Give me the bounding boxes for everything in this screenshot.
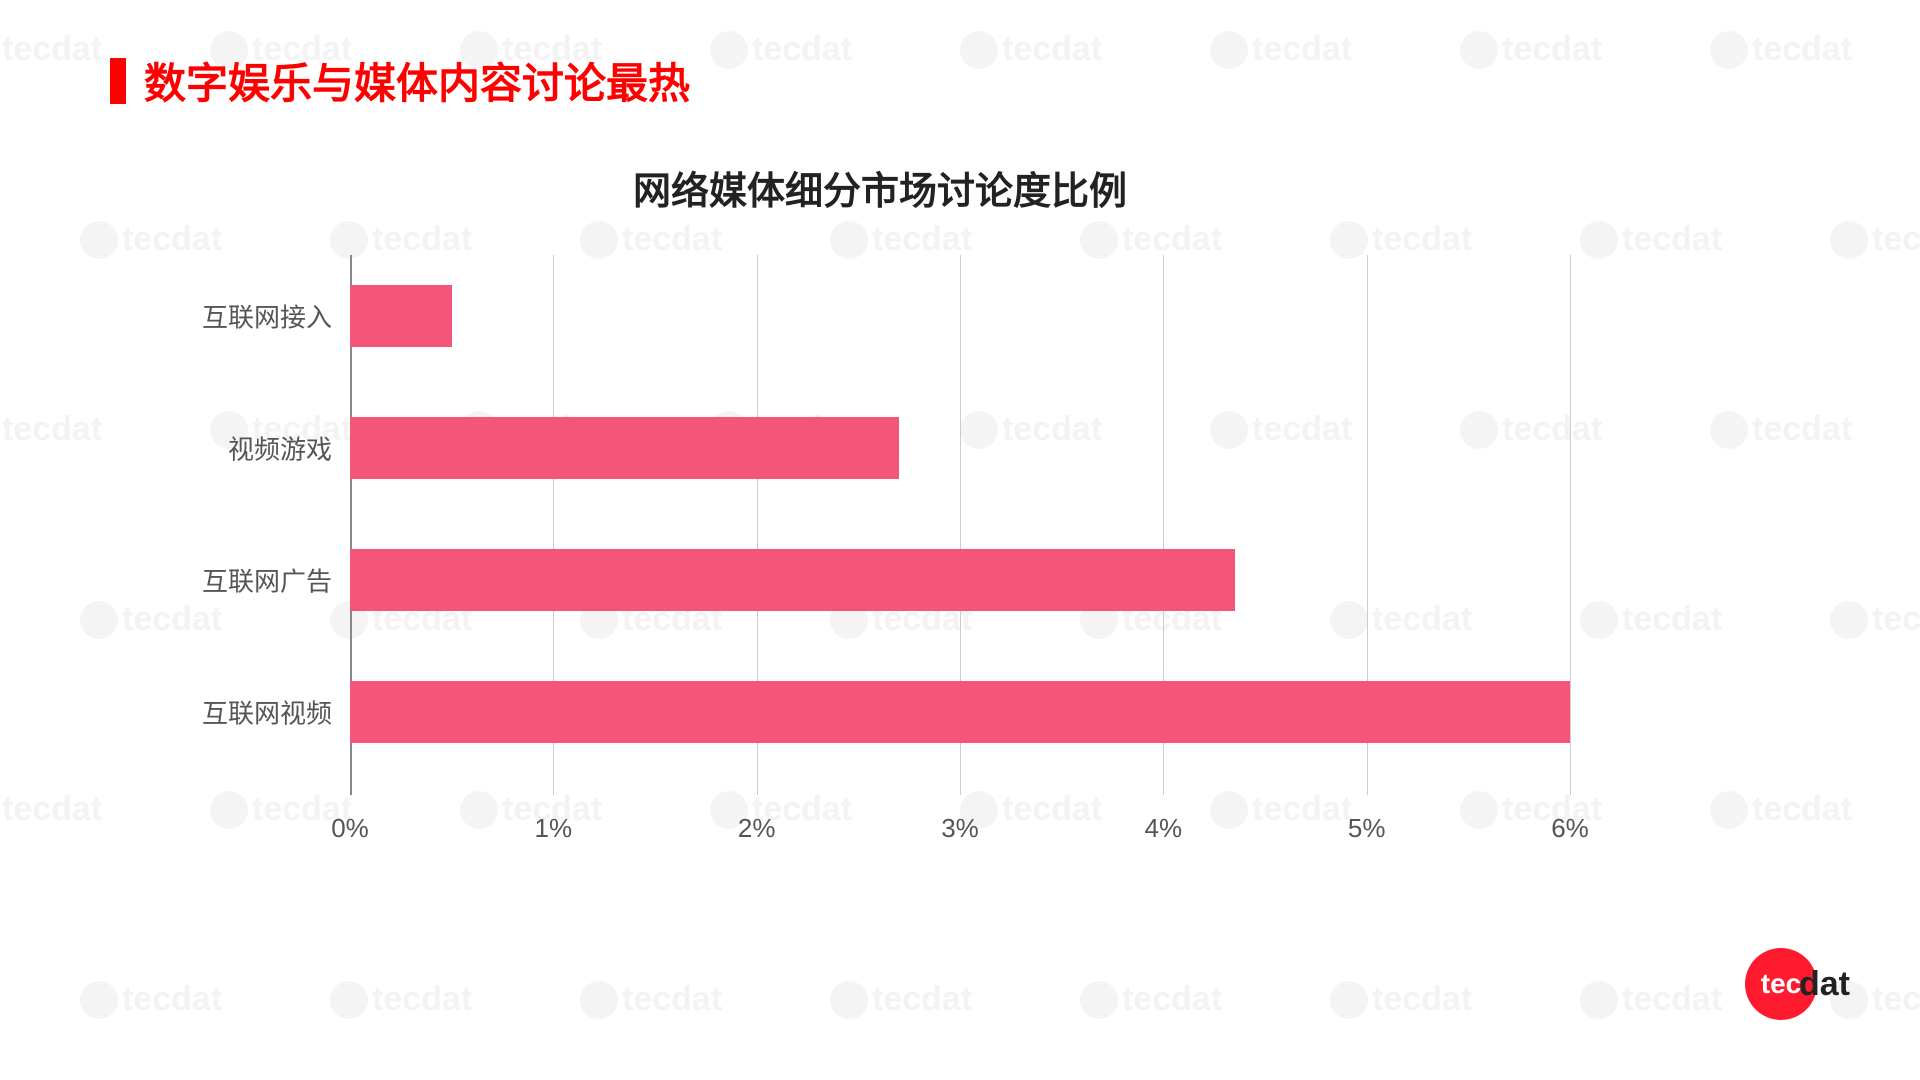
x-axis-tick: 0% [331, 813, 369, 844]
brand-logo: tec dat [1745, 948, 1850, 1020]
y-axis-label: 互联网广告 [202, 562, 332, 599]
grid-line [1570, 255, 1571, 795]
chart-container: 网络媒体细分市场讨论度比例 0%1%2%3%4%5%6%互联网接入视频游戏互联网… [180, 160, 1580, 930]
chart-plot: 0%1%2%3%4%5%6%互联网接入视频游戏互联网广告互联网视频 [180, 255, 1580, 855]
header-accent-bar [110, 58, 126, 104]
y-axis-label: 互联网接入 [202, 298, 332, 335]
x-axis-tick: 4% [1145, 813, 1183, 844]
y-axis-label: 互联网视频 [202, 694, 332, 731]
x-axis-tick: 3% [941, 813, 979, 844]
y-axis-label: 视频游戏 [228, 430, 332, 467]
bar [350, 285, 452, 347]
bar [350, 549, 1235, 611]
logo-suffix: dat [1799, 965, 1850, 1004]
x-axis-tick: 5% [1348, 813, 1386, 844]
chart-title: 网络媒体细分市场讨论度比例 [180, 160, 1580, 215]
slide-title: 数字娱乐与媒体内容讨论最热 [144, 50, 690, 111]
slide-header: 数字娱乐与媒体内容讨论最热 [0, 0, 1920, 111]
x-axis-tick: 1% [535, 813, 573, 844]
x-axis-tick: 2% [738, 813, 776, 844]
bar-row [350, 417, 899, 479]
bar-row [350, 549, 1235, 611]
bar-row [350, 681, 1570, 743]
x-axis-tick: 6% [1551, 813, 1589, 844]
bar-row [350, 285, 452, 347]
bar [350, 681, 1570, 743]
bar [350, 417, 899, 479]
